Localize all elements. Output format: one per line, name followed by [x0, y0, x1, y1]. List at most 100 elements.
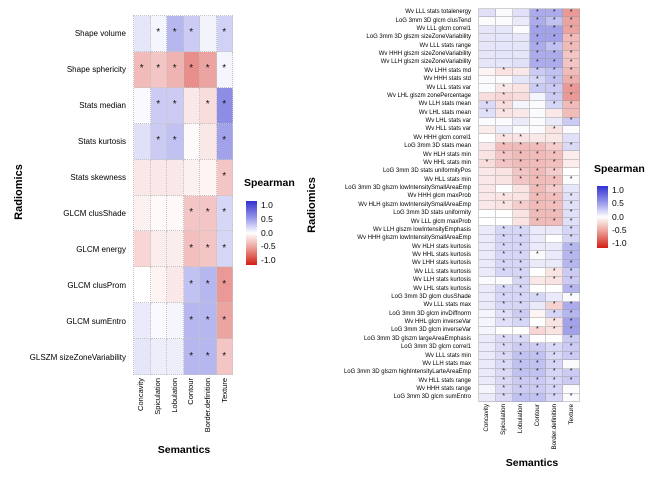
heatmap-cell: *	[512, 268, 530, 277]
heatmap-cell	[546, 134, 564, 143]
heatmap-row-label: Wv LHL stats mean	[418, 109, 471, 116]
heatmap-cell: *	[546, 326, 564, 336]
heatmap-row-label: Shape volume	[74, 28, 126, 38]
heatmap-cell: *	[563, 243, 580, 252]
heatmap-cell: *	[183, 231, 200, 268]
heatmap-cell: *	[563, 226, 580, 235]
heatmap-cell	[479, 209, 496, 219]
heatmap-cell	[495, 326, 513, 336]
heatmap-cell: *	[563, 67, 580, 76]
heatmap-cell: *	[529, 385, 547, 394]
heatmap-cell	[479, 218, 496, 227]
heatmap-cell: *	[183, 303, 200, 340]
heatmap-column-label: Lobulation	[169, 378, 179, 413]
heatmap-cell: *	[563, 368, 580, 377]
right-legend-tick-labels: 1.0 0.5 0.0 -0.5 -1.0	[612, 186, 627, 248]
heatmap-cell	[479, 9, 496, 18]
heatmap-cell: *	[546, 42, 564, 51]
heatmap-cell: *	[529, 59, 547, 68]
heatmap-row-label: Wv HHL stats kurtosis	[412, 252, 471, 259]
heatmap-cell: *	[529, 201, 547, 210]
heatmap-cell	[495, 276, 513, 285]
heatmap-cell	[546, 293, 564, 302]
heatmap-cell	[479, 176, 496, 185]
heatmap-cell: *	[563, 343, 580, 352]
heatmap-cell: *	[200, 51, 217, 88]
heatmap-cell: *	[216, 303, 233, 340]
heatmap-cell: *	[167, 87, 184, 124]
heatmap-cell: *	[529, 42, 547, 51]
heatmap-cell	[563, 184, 580, 193]
legend-tick-label: 0.5	[261, 213, 273, 224]
heatmap-row-label: Wv LLL stats min	[425, 352, 471, 359]
heatmap-cell	[546, 284, 564, 294]
heatmap-cell: *	[546, 59, 564, 68]
heatmap-cell	[529, 284, 547, 294]
heatmap-row-label: Wv LLL stats var	[426, 84, 471, 91]
heatmap-cell: *	[546, 50, 564, 60]
heatmap-cell: *	[529, 343, 547, 352]
heatmap-cell: *	[529, 393, 547, 402]
heatmap-cell: *	[495, 352, 513, 361]
heatmap-row-label: Wv LHL stats var	[425, 118, 471, 125]
heatmap-cell	[512, 126, 530, 135]
legend-tick-label: -1.0	[612, 238, 627, 248]
heatmap-cell: *	[167, 123, 184, 160]
heatmap-row-label: Wv HLH stats kurtosis	[411, 243, 471, 250]
heatmap-cell: *	[495, 318, 513, 327]
legend-tick-label: 1.0	[612, 185, 624, 195]
heatmap-cell	[479, 151, 496, 160]
heatmap-cell: *	[529, 151, 547, 160]
heatmap-cell	[479, 343, 496, 352]
heatmap-cell: *	[563, 101, 580, 110]
heatmap-cell: *	[529, 84, 547, 93]
legend-tick-label: -0.5	[261, 241, 276, 252]
heatmap-cell: *	[563, 76, 580, 85]
heatmap-cell	[529, 126, 547, 135]
heatmap-cell	[495, 9, 513, 18]
heatmap-cell	[479, 310, 496, 319]
heatmap-cell: *	[512, 151, 530, 160]
legend-tick-label: 1.0	[261, 200, 273, 210]
heatmap-row-label: LoG 3mm 3D stats uniformityPos	[382, 168, 471, 175]
heatmap-cell: *	[216, 51, 233, 88]
heatmap-cell: *	[150, 123, 167, 160]
heatmap-cell: *	[529, 159, 547, 168]
heatmap-cell	[150, 195, 167, 232]
left-legend-colorbar	[246, 201, 257, 265]
heatmap-cell	[134, 339, 151, 375]
heatmap-cell: *	[563, 201, 580, 210]
heatmap-cell	[200, 16, 217, 52]
heatmap-cell: *	[183, 195, 200, 232]
heatmap-cell	[512, 326, 530, 336]
heatmap-cell: *	[529, 360, 547, 369]
heatmap-row-label: LoG 3mm 3D stats uniformity	[393, 210, 471, 217]
heatmap-row-label: Stats median	[79, 100, 126, 110]
heatmap-cell	[479, 25, 496, 35]
heatmap-cell: *	[563, 393, 580, 402]
heatmap-cell	[546, 251, 564, 260]
heatmap-column-label: Lobulation	[517, 404, 524, 434]
heatmap-cell: *	[529, 9, 547, 18]
heatmap-cell: *	[512, 318, 530, 327]
heatmap-row-label: Wv LHL stats kurtosis	[413, 285, 471, 292]
heatmap-cell: *	[546, 9, 564, 18]
heatmap-cell: *	[150, 51, 167, 88]
heatmap-cell: *	[563, 25, 580, 35]
heatmap-row-label: Wv LLL glcm maxProb	[410, 218, 471, 225]
heatmap-cell	[512, 42, 530, 51]
heatmap-row-label: LoG 3mm 3D glcm clusTend	[395, 17, 471, 24]
heatmap-cell	[529, 234, 547, 244]
heatmap-cell	[479, 385, 496, 394]
heatmap-cell	[479, 59, 496, 68]
heatmap-row-label: Wv HLL stats var	[425, 126, 471, 133]
heatmap-cell	[134, 87, 151, 124]
heatmap-cell	[512, 218, 530, 227]
heatmap-cell: *	[200, 267, 217, 304]
right-heatmap-grid: * * * * * * * * * * * * * * * * * * * * * * * * * * * * * * * * * * * * * * * *…	[478, 8, 580, 402]
heatmap-cell: *	[216, 87, 233, 124]
heatmap-cell: *	[216, 159, 233, 196]
heatmap-cell	[512, 209, 530, 219]
heatmap-cell: *	[546, 218, 564, 227]
heatmap-cell	[495, 25, 513, 35]
